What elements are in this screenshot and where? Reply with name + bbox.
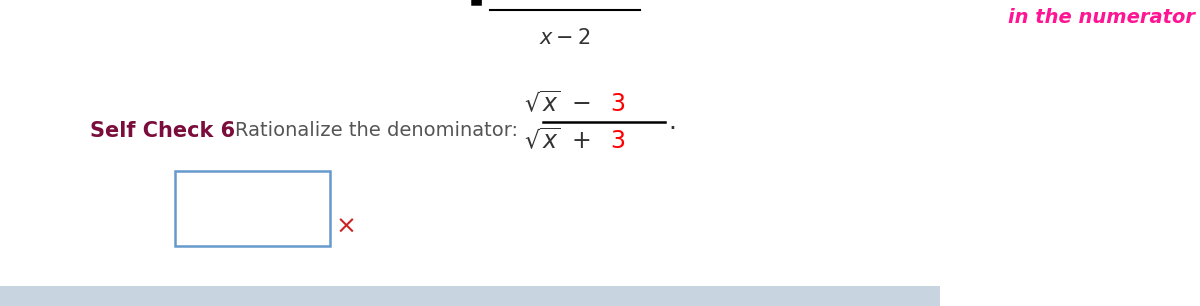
Text: .: . <box>668 110 676 134</box>
Text: $\blacksquare$: $\blacksquare$ <box>469 0 482 8</box>
Text: $3$: $3$ <box>610 129 625 153</box>
Text: $3$: $3$ <box>610 92 625 116</box>
Text: $\times$: $\times$ <box>335 214 355 238</box>
Text: $x - 2$: $x - 2$ <box>539 28 590 48</box>
FancyBboxPatch shape <box>175 171 330 246</box>
Text: in the numerator: in the numerator <box>1008 8 1195 27</box>
Text: $\sqrt{x}\ +\ $: $\sqrt{x}\ +\ $ <box>523 128 590 154</box>
Text: $\sqrt{x}\ -\ $: $\sqrt{x}\ -\ $ <box>523 91 590 117</box>
Bar <box>0 286 940 306</box>
Text: Rationalize the denominator:: Rationalize the denominator: <box>235 121 518 140</box>
Text: Self Check 6: Self Check 6 <box>90 121 235 141</box>
